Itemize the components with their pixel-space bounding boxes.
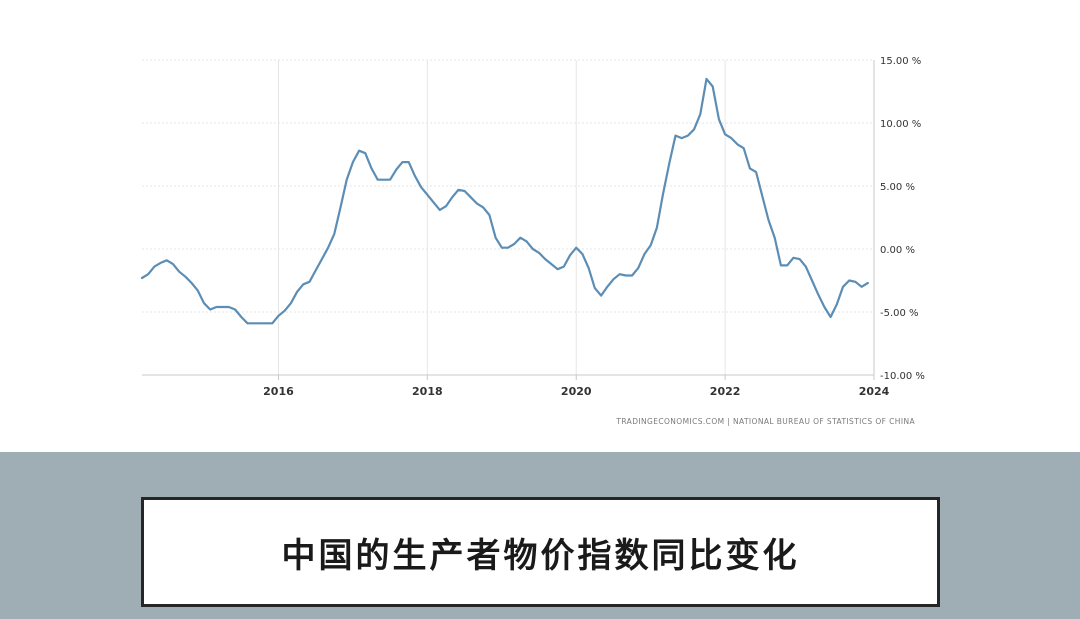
chart-series [140,77,869,325]
x-tick-label: 2018 [412,385,443,398]
y-tick-label: 10.00 % [880,119,921,130]
chart-gridlines [142,59,875,376]
x-tick-label: 2024 [859,385,890,398]
x-tick-label: 2016 [263,385,294,398]
y-tick-label: 0.00 % [880,245,915,256]
caption-box: 中国的生产者物价指数同比变化 [141,497,940,607]
y-tick-label: -5.00 % [880,308,919,319]
y-tick-label: 5.00 % [880,182,915,193]
ppi-yoy-series-line [140,77,869,325]
ppi-line-chart: 15.00 % 10.00 % 5.00 % 0.00 % -5.00 % -10.00 … [140,56,925,426]
chart-panel: 15.00 % 10.00 % 5.00 % 0.00 % -5.00 % -10.00 … [140,56,925,426]
x-tick-label: 2022 [710,385,741,398]
y-tick-label: 15.00 % [880,56,921,67]
x-axis-tick-labels: 2016 2018 2020 2022 2024 [263,385,889,398]
x-tick-label: 2020 [561,385,592,398]
y-axis-tick-labels: 15.00 % 10.00 % 5.00 % 0.00 % -5.00 % -10.00 … [880,56,925,382]
chart-axes [142,60,875,380]
chart-source-label: TRADINGECONOMICS.COM | NATIONAL BUREAU O… [615,417,915,426]
y-tick-label: -10.00 % [880,371,925,382]
caption-title: 中国的生产者物价指数同比变化 [281,535,800,576]
